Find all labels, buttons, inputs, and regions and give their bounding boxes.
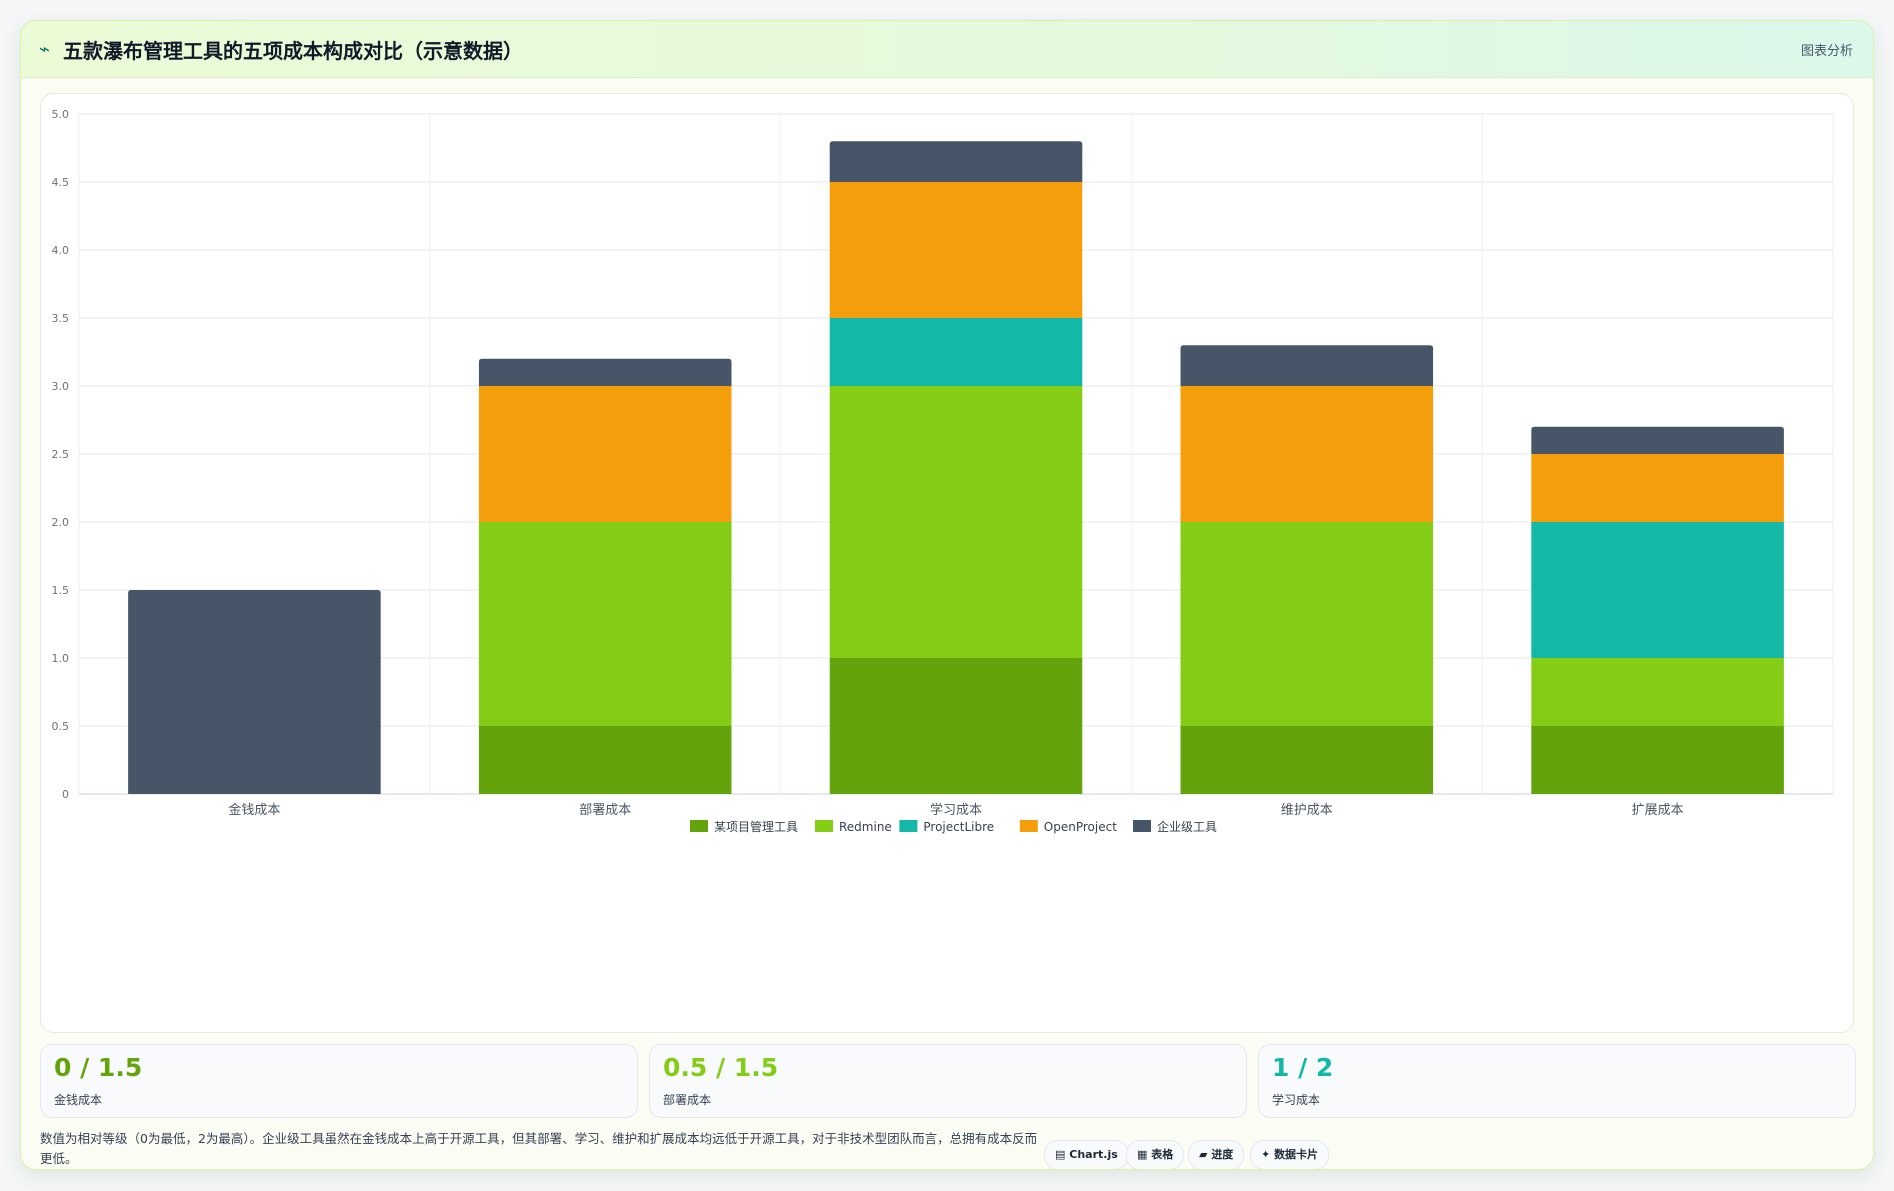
wave-icon: ⌁ <box>39 39 50 60</box>
legend-swatch <box>1133 820 1151 832</box>
x-tick-label: 金钱成本 <box>228 802 280 818</box>
chart-panel: 0 0.5 1.0 1.5 2.0 2.5 3.0 3.5 4.0 4.5 5.0 金钱成本 部署成本 学… <box>40 93 1854 1033</box>
progress-icon: ▰ <box>1199 1148 1208 1161</box>
stat-label: 学习成本 <box>1272 1093 1321 1107</box>
legend-label: 某项目管理工具 <box>714 819 798 834</box>
stat-cards: 0 / 1.5 金钱成本 0.5 / 1.5 部署成本 1 / 2 学习成本 <box>40 1044 1856 1118</box>
chip-label: Chart.js <box>1069 1148 1118 1161</box>
legend-label: ProjectLibre <box>923 820 994 834</box>
stat-card-deploy: 0.5 / 1.5 部署成本 <box>649 1044 1247 1118</box>
chart-title: 五款瀑布管理工具的五项成本构成对比（示意数据） <box>63 39 523 63</box>
bar-segment <box>128 590 381 794</box>
footnote: 数值为相对等级（0为最低，2为最高）。企业级工具虽然在金钱成本上高于开源工具，但… <box>40 1131 1038 1166</box>
y-tick-label: 5.0 <box>52 108 70 121</box>
bar-segment <box>1180 345 1434 386</box>
y-tick-label: 4.5 <box>52 176 70 189</box>
bar-segment <box>478 386 732 522</box>
chip-chartjs[interactable]: ▤ Chart.js <box>1044 1140 1129 1169</box>
y-tick-label: 2.0 <box>52 516 70 529</box>
bar-segment <box>478 358 732 386</box>
x-tick-label: 部署成本 <box>579 803 631 818</box>
table-icon: ▦ <box>1137 1148 1148 1161</box>
chart-icon: ▤ <box>1055 1148 1066 1161</box>
chart-card: ⌁ 五款瀑布管理工具的五项成本构成对比（示意数据） 图表分析 0 0.5 1.0 1.… <box>20 20 1874 1170</box>
y-tick-label: 0.5 <box>52 720 70 733</box>
legend-swatch <box>815 820 833 832</box>
bar-segment <box>1180 386 1434 522</box>
stat-label: 部署成本 <box>663 1093 712 1107</box>
stat-card-learning: 1 / 2 学习成本 <box>1258 1044 1856 1118</box>
x-tick-label: 维护成本 <box>1281 803 1333 818</box>
legend-swatch <box>690 820 708 832</box>
stacked-bar-chart: 0 0.5 1.0 1.5 2.0 2.5 3.0 3.5 4.0 4.5 5.0 金钱成本 部署成本 学… <box>52 108 1834 834</box>
bar-segment <box>1180 726 1434 794</box>
bar-segment <box>829 182 1083 318</box>
y-tick-label: 4.0 <box>52 244 70 257</box>
legend-label: Redmine <box>839 820 892 834</box>
stat-value: 0 / 1.5 <box>54 1053 143 1082</box>
bar-segment <box>1180 522 1434 726</box>
stat-value: 1 / 2 <box>1272 1053 1334 1082</box>
chip-label: 进度 <box>1211 1148 1234 1161</box>
bar-segment <box>829 386 1083 658</box>
y-tick-label: 2.5 <box>52 448 70 461</box>
y-tick-label: 3.5 <box>52 312 70 325</box>
bar-segment <box>478 522 732 726</box>
bar-segment <box>829 658 1083 794</box>
chip-label: 数据卡片 <box>1274 1148 1319 1161</box>
legend-label: 企业级工具 <box>1157 819 1217 834</box>
y-tick-label: 1.5 <box>52 584 70 597</box>
card-header: ⌁ 五款瀑布管理工具的五项成本构成对比（示意数据） 图表分析 <box>21 21 1873 78</box>
x-tick-label: 学习成本 <box>930 802 982 818</box>
chart-analysis-link[interactable]: 图表分析 <box>1800 44 1853 59</box>
chip-table[interactable]: ▦ 表格 <box>1126 1140 1185 1169</box>
bar-segment <box>1531 522 1784 658</box>
bar-segment <box>829 141 1083 182</box>
stat-card-money: 0 / 1.5 金钱成本 <box>40 1044 638 1118</box>
chip-label: 表格 <box>1151 1148 1174 1161</box>
chip-progress[interactable]: ▰ 进度 <box>1188 1140 1245 1169</box>
y-tick-label: 3.0 <box>52 380 70 393</box>
legend-label: OpenProject <box>1044 820 1117 834</box>
bar-segment <box>1531 658 1784 726</box>
x-tick-label: 扩展成本 <box>1632 803 1684 818</box>
legend-swatch <box>1019 820 1038 832</box>
bar-segment <box>1531 454 1784 522</box>
legend-swatch <box>899 820 918 832</box>
bar-segment <box>1531 726 1784 794</box>
y-tick-label: 0 <box>62 788 69 801</box>
legend: 某项目管理工具 Redmine ProjectLibre OpenProject 企业级… <box>690 819 1217 834</box>
bar-segment <box>478 726 732 794</box>
stat-label: 金钱成本 <box>54 1093 103 1107</box>
chip-data-card[interactable]: ✦ 数据卡片 <box>1250 1140 1330 1169</box>
bar-segment <box>829 318 1083 386</box>
y-tick-label: 1.0 <box>52 652 70 665</box>
card-icon: ✦ <box>1261 1148 1271 1161</box>
bar-segment <box>1531 426 1784 454</box>
stat-value: 0.5 / 1.5 <box>663 1053 779 1082</box>
